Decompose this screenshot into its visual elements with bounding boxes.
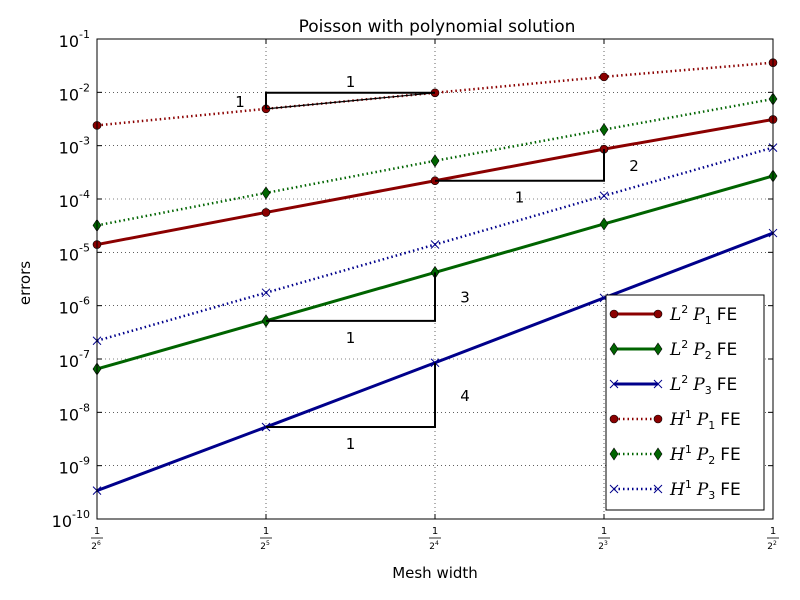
- series-h1p2: [92, 92, 778, 232]
- legend-box: [605, 294, 765, 511]
- legend-marker: [653, 342, 663, 356]
- data-point: [599, 123, 609, 137]
- legend-marker: [609, 379, 619, 389]
- data-point: [599, 191, 609, 201]
- y-tick-label: 10-6: [59, 295, 90, 318]
- y-tick-label: 10-5: [59, 241, 90, 264]
- x-tick-numerator: 1: [432, 526, 438, 537]
- triangle-legs: [265, 91, 435, 109]
- legend-marker: [609, 484, 619, 494]
- x-tick-numerator: 1: [263, 526, 269, 537]
- slope-triangle-2: 12: [435, 149, 639, 207]
- legend-label: L2 P1 FE: [669, 303, 737, 327]
- triangle-legs: [266, 272, 436, 322]
- x-tick-label: 126: [91, 526, 103, 552]
- series-h1p1: [92, 58, 778, 130]
- data-point: [599, 72, 609, 82]
- legend-label: H1 P2 FE: [669, 443, 741, 467]
- legend-entry-h1p2: H1 P2 FE: [609, 443, 741, 467]
- x-tick-numerator: 1: [770, 526, 776, 537]
- y-tick-label: 10-3: [59, 135, 90, 158]
- triangle-rise-label: 4: [460, 387, 470, 405]
- legend-marker: [653, 379, 663, 389]
- data-point: [430, 358, 440, 368]
- triangle-rise-label: 1: [235, 93, 245, 111]
- legend-marker: [653, 309, 663, 319]
- y-tick-label: 10-8: [59, 401, 90, 424]
- data-point: [261, 288, 271, 298]
- y-axis-label: errors: [16, 261, 34, 305]
- data-point: [261, 186, 271, 200]
- data-point: [430, 154, 440, 168]
- triangle-run-label: 1: [346, 435, 356, 453]
- y-tick-label: 10-9: [59, 455, 90, 478]
- legend-label: L2 P2 FE: [669, 338, 737, 362]
- y-tick-label: 10-10: [52, 508, 90, 531]
- legend-marker: [609, 447, 619, 461]
- x-tick-denominator: 23: [598, 540, 608, 552]
- x-tick-label: 124: [429, 526, 441, 552]
- legend-entry-h1p3: H1 P3 FE: [609, 478, 741, 502]
- chart-title: Poisson with polynomial solution: [299, 17, 576, 37]
- data-point: [599, 217, 609, 231]
- legend-label: H1 P3 FE: [669, 478, 741, 502]
- x-tick-numerator: 1: [601, 526, 607, 537]
- slope-triangle-1: 11: [235, 73, 436, 111]
- x-tick-numerator: 1: [94, 526, 100, 537]
- x-tick-label: 123: [598, 526, 610, 552]
- legend-marker: [609, 414, 619, 424]
- slope-triangle-3: 13: [266, 272, 470, 347]
- legend-marker: [653, 447, 663, 461]
- y-tick-label: 10-7: [59, 348, 90, 371]
- axis-ticks: 12612512412312210-1010-910-810-710-610-5…: [52, 28, 779, 552]
- legend: L2 P1 FE L2 P2 FE L2 P3 FE H1 P1 FE H1 P2 FE H1 P3 FE: [605, 294, 765, 511]
- slope-triangle-4: 14: [266, 362, 470, 453]
- y-tick-label: 10-4: [59, 188, 90, 211]
- x-tick-denominator: 26: [91, 540, 101, 552]
- x-axis-label: Mesh width: [392, 564, 478, 582]
- y-tick-label: 10-1: [59, 28, 90, 51]
- x-tick-label: 125: [260, 526, 272, 552]
- triangle-legs: [435, 149, 605, 182]
- triangle-run-label: 1: [346, 329, 356, 347]
- legend-marker: [653, 484, 663, 494]
- legend-entry-l2p1: L2 P1 FE: [609, 303, 737, 327]
- legend-label: H1 P1 FE: [669, 408, 741, 432]
- x-tick-label: 122: [767, 526, 779, 552]
- data-point: [430, 240, 440, 249]
- legend-entry-l2p3: L2 P3 FE: [609, 373, 737, 397]
- legend-marker: [653, 414, 663, 424]
- x-tick-denominator: 25: [260, 540, 270, 552]
- x-tick-denominator: 24: [429, 540, 439, 552]
- data-point: [261, 208, 271, 217]
- triangle-rise-label: 3: [460, 289, 470, 307]
- legend-entry-h1p1: H1 P1 FE: [609, 408, 741, 432]
- triangle-run-label: 1: [515, 189, 525, 207]
- triangle-hypotenuse: [265, 92, 436, 110]
- legend-entry-l2p2: L2 P2 FE: [609, 338, 737, 362]
- legend-marker: [609, 342, 619, 356]
- legend-label: L2 P3 FE: [669, 373, 737, 397]
- triangle-legs: [266, 362, 436, 429]
- y-tick-label: 10-2: [59, 81, 90, 104]
- triangle-run-label: 1: [346, 73, 356, 91]
- series-line-h1p1: [96, 61, 774, 127]
- legend-marker: [609, 309, 619, 319]
- x-tick-denominator: 22: [767, 540, 777, 552]
- triangle-rise-label: 2: [629, 157, 639, 175]
